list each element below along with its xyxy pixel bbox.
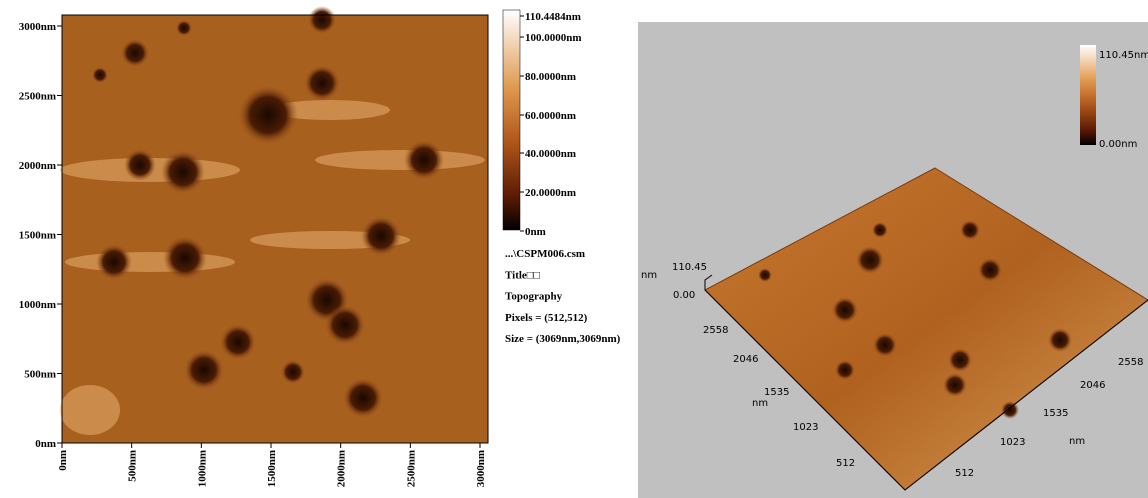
info-line: Size = (3069nm,3069nm): [505, 333, 621, 345]
z-axis-label: nm: [641, 270, 657, 281]
colorbar: [503, 10, 520, 230]
left-axis-label: 2046: [733, 354, 758, 365]
colorbar-label: 110.4484nm: [525, 11, 581, 23]
info-line: Topography: [505, 291, 563, 303]
left-axis-label: nm: [752, 398, 768, 409]
y-tick-label: 1500nm: [19, 230, 56, 242]
colorbar-label: 60.0000nm: [525, 110, 576, 122]
y-tick-label: 3000nm: [19, 21, 56, 33]
right-axis-label: 1023: [1000, 437, 1025, 448]
info-line: Pixels = (512,512): [505, 312, 588, 324]
info-line: ...\CSPM006.csm: [505, 248, 585, 260]
left-axis-label: 1535: [764, 387, 789, 398]
colorbar-label: 80.0000nm: [525, 71, 576, 83]
colorbar-label: 110.45nm: [1099, 50, 1148, 61]
colorbar-label: 100.0000nm: [525, 32, 582, 44]
topography-image: [62, 15, 488, 443]
colorbar-label: 0.00nm: [1099, 139, 1137, 150]
x-tick-label: 2500nm: [405, 450, 417, 487]
y-tick-label: 2500nm: [19, 91, 56, 103]
info-line: Title□□: [505, 269, 540, 281]
y-tick-label: 1000nm: [19, 299, 56, 311]
left-axis-label: 1023: [793, 422, 818, 433]
x-tick-label: 1000nm: [196, 450, 208, 487]
afm-view: 3000nm2500nm2000nm1500nm1000nm500nm0nm0n…: [0, 0, 1148, 498]
x-tick-label: 3000nm: [475, 450, 487, 487]
right-axis-label: 2046: [1080, 380, 1105, 391]
y-tick-label: 2000nm: [19, 160, 56, 172]
screenshot: 3000nm2500nm2000nm1500nm1000nm500nm0nm0n…: [0, 0, 1148, 498]
x-tick-label: 0nm: [57, 450, 69, 471]
z-axis-label: 110.45: [672, 262, 707, 273]
y-tick-label: 0nm: [35, 438, 56, 450]
colorbar-label: 0nm: [525, 226, 546, 238]
z-axis-label: 0.00: [673, 290, 695, 301]
left-axis-label: 2558: [703, 325, 728, 336]
left-axis-label: 512: [836, 458, 855, 469]
colorbar-label: 40.0000nm: [525, 148, 576, 160]
y-tick-label: 500nm: [24, 369, 56, 381]
x-tick-label: 500nm: [127, 450, 139, 482]
colorbar-label: 20.0000nm: [525, 187, 576, 199]
right-axis-label: 1535: [1043, 408, 1068, 419]
x-tick-label: 1500nm: [266, 450, 278, 487]
3d-colorbar: [1080, 45, 1096, 145]
right-axis-label: 512: [955, 468, 974, 479]
right-axis-label: nm: [1069, 436, 1085, 447]
x-tick-label: 2000nm: [336, 450, 348, 487]
right-axis-label: 2558: [1118, 357, 1143, 368]
